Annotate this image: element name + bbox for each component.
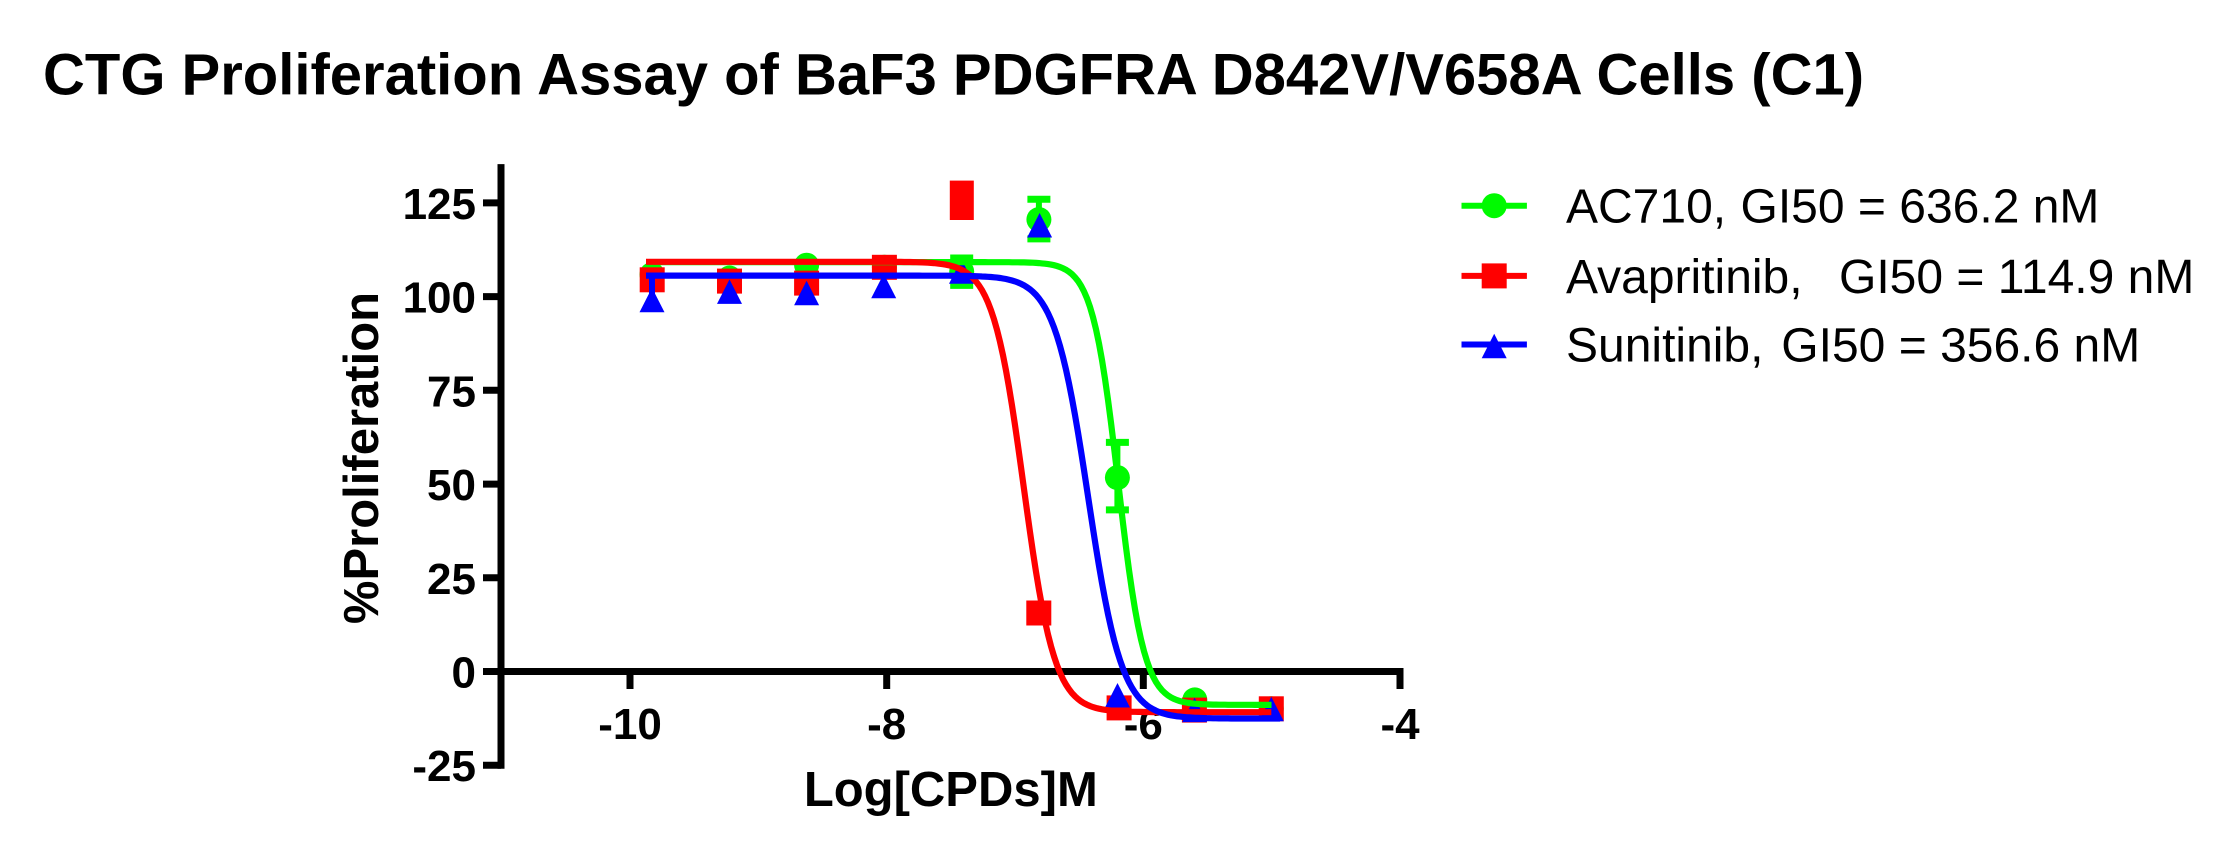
svg-text:-25: -25 — [412, 742, 476, 791]
svg-text:25: 25 — [427, 555, 476, 604]
svg-text:100: 100 — [403, 274, 476, 323]
svg-text:CTG Proliferation Assay of BaF: CTG Proliferation Assay of BaF3 PDGFRA D… — [43, 42, 1864, 107]
svg-text:GI50 = 356.6 nM: GI50 = 356.6 nM — [1781, 320, 2140, 373]
svg-text:-4: -4 — [1380, 700, 1420, 749]
svg-text:%Proliferation: %Proliferation — [335, 292, 389, 624]
svg-text:GI50 = 114.9 nM: GI50 = 114.9 nM — [1839, 251, 2194, 304]
svg-text:Avapritinib,: Avapritinib, — [1566, 251, 1803, 304]
svg-text:AC710,: AC710, — [1566, 181, 1726, 234]
svg-text:GI50 = 636.2 nM: GI50 = 636.2 nM — [1741, 181, 2100, 234]
svg-text:50: 50 — [427, 461, 476, 510]
svg-text:0: 0 — [452, 649, 476, 698]
svg-text:Log[CPDs]M: Log[CPDs]M — [804, 763, 1098, 817]
svg-text:75: 75 — [427, 367, 476, 416]
svg-text:-10: -10 — [598, 700, 662, 749]
svg-text:125: 125 — [403, 180, 476, 229]
svg-text:Sunitinib,: Sunitinib, — [1566, 320, 1763, 373]
svg-text:-8: -8 — [867, 700, 906, 749]
